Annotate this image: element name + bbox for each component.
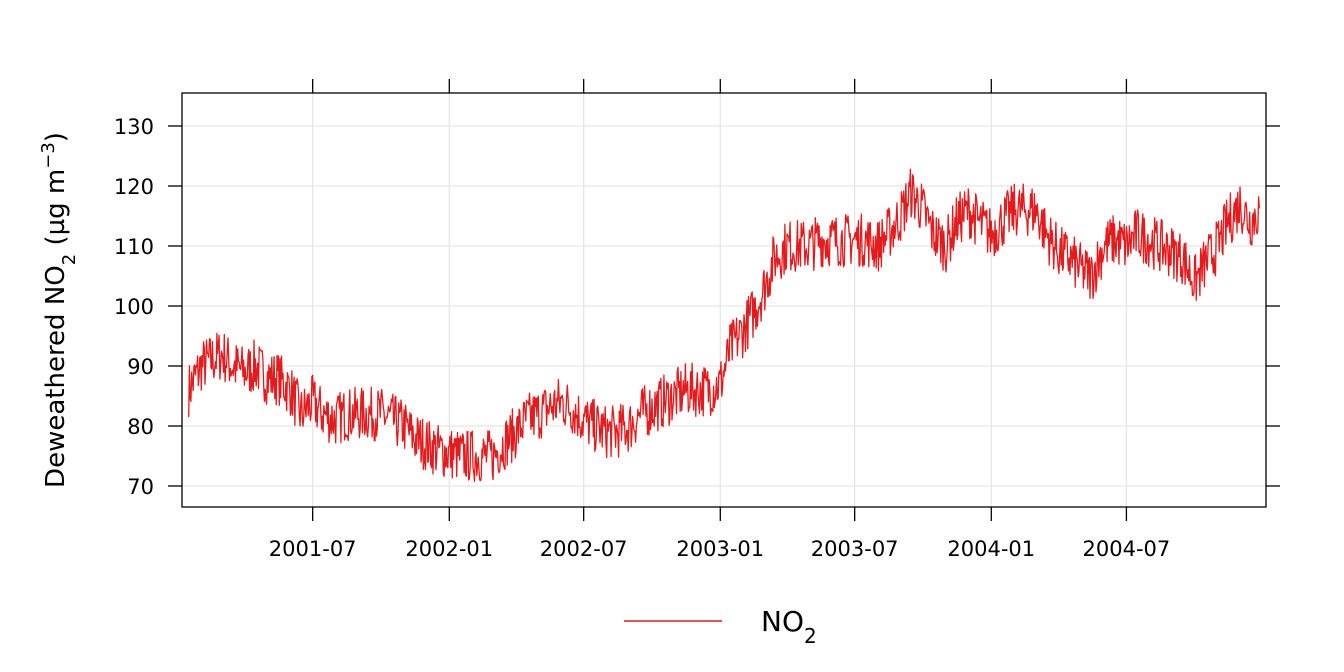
y-tick-label: 90 bbox=[127, 355, 154, 379]
x-tick-label: 2002-07 bbox=[540, 537, 628, 561]
series-line-no2 bbox=[188, 168, 1260, 483]
x-tick-label: 2003-01 bbox=[676, 537, 764, 561]
x-tick-label: 2002-01 bbox=[405, 537, 493, 561]
series-layer bbox=[188, 168, 1260, 483]
y-tick-label: 120 bbox=[114, 175, 154, 199]
y-tick-label: 110 bbox=[114, 235, 154, 259]
y-tick-label: 80 bbox=[127, 415, 154, 439]
x-tick-label: 2004-01 bbox=[947, 537, 1035, 561]
plot-frame bbox=[181, 92, 1267, 508]
x-tick-label: 2003-07 bbox=[811, 537, 899, 561]
x-tick-label: 2004-07 bbox=[1083, 537, 1171, 561]
grid-lines bbox=[182, 93, 1266, 507]
x-tick-label: 2001-07 bbox=[269, 537, 357, 561]
axes: 2001-07 2002-01 2002-07 2003-01 2003-07 2004-… bbox=[114, 79, 1280, 561]
legend: NO2 bbox=[624, 605, 817, 648]
y-tick-label: 70 bbox=[127, 475, 154, 499]
y-tick-label: 100 bbox=[114, 295, 154, 319]
y-tick-label: 130 bbox=[114, 115, 154, 139]
y-axis-title: Deweathered NO2 (µg m−3) bbox=[38, 132, 80, 488]
legend-label-no2: NO2 bbox=[761, 605, 817, 648]
